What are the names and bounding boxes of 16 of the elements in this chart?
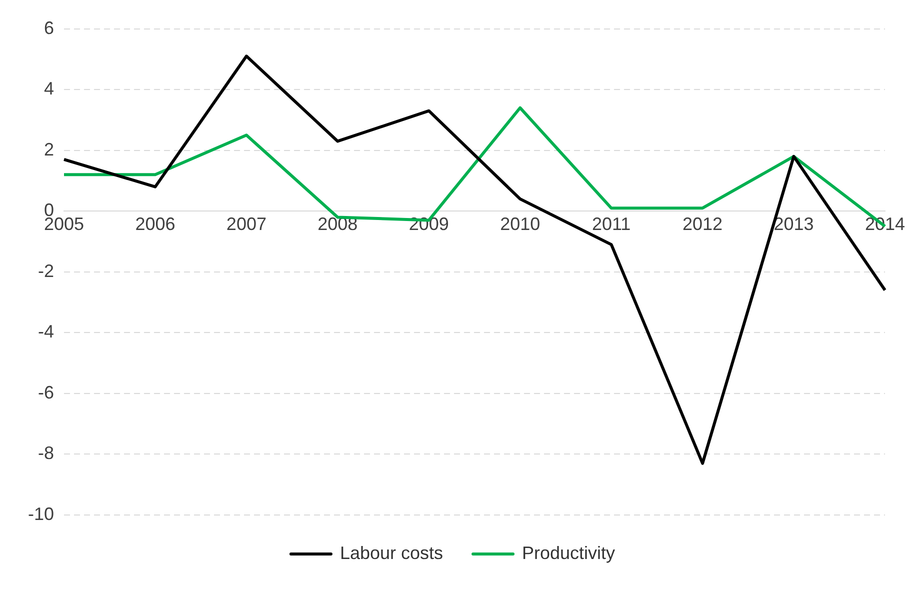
- x-tick-label: 2012: [682, 214, 723, 234]
- y-tick-label: -6: [38, 382, 54, 402]
- x-tick-label: 2013: [774, 214, 814, 234]
- legend-label: Productivity: [522, 542, 616, 563]
- y-tick-label: 4: [44, 78, 54, 99]
- y-tick-label: -8: [38, 443, 54, 464]
- y-tick-label: -4: [38, 322, 54, 342]
- y-tick-label: 6: [44, 18, 54, 38]
- x-tick-label: 2011: [592, 214, 631, 234]
- y-tick-label: -10: [28, 504, 54, 524]
- x-tick-label: 2007: [226, 214, 266, 234]
- x-tick-label: 2006: [135, 214, 176, 234]
- x-tick-label: 2010: [500, 214, 540, 234]
- legend-label: Labour costs: [340, 542, 444, 563]
- y-tick-label: 2: [44, 139, 54, 160]
- y-tick-label: -2: [38, 260, 54, 281]
